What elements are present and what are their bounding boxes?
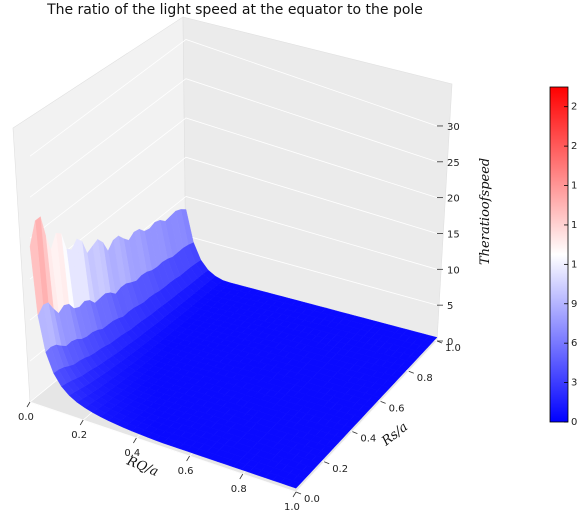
colorbar-tick-label: 9 (571, 299, 577, 310)
colorbar-tick-label: 0 (571, 417, 577, 428)
x-tick-mark (239, 473, 244, 480)
z-tick-label: 20 (447, 194, 460, 205)
z-tick-label: 30 (447, 122, 460, 133)
grid-line (29, 78, 438, 198)
z-tick-label: 10 (447, 265, 460, 276)
surface-facet (29, 220, 44, 316)
y-tick-label: 0.8 (417, 373, 433, 384)
colorbar-ticks: 0 3 6 9 12 15 18 21 24 (564, 102, 577, 428)
colorbar-tick-label: 3 (571, 378, 577, 389)
x-tick-label: 0.8 (231, 484, 247, 495)
y-tick-label: 0.2 (332, 464, 348, 475)
x-axis-label: RQ/a (124, 453, 161, 479)
colorbar-tick-label: 21 (571, 141, 577, 152)
z-axis-ticks: 0 5 10 15 20 25 30 (437, 122, 460, 348)
y-axis-label: Rs/a (378, 420, 411, 450)
y-tick-label: 0.4 (360, 434, 376, 445)
y-tick-mark (295, 491, 302, 495)
y-tick-label: 0.0 (304, 494, 320, 505)
x-tick-mark (26, 401, 31, 408)
x-tick-label: 0.0 (18, 412, 34, 423)
x-tick-label: 0.4 (124, 448, 140, 459)
colorbar (549, 86, 569, 423)
grid-line (29, 401, 297, 493)
z-tick-label: 0 (447, 337, 453, 348)
y-tick-mark (408, 370, 414, 374)
colorbar-tick-label: 15 (571, 220, 577, 231)
y-tick-mark (324, 461, 330, 465)
colorbar-tick-label: 18 (571, 181, 577, 192)
z-tick-label: 25 (447, 158, 460, 169)
y-tick-label: 1.0 (445, 343, 461, 354)
z-axis-label: Theratioofspeed (478, 158, 493, 265)
x-tick-mark (186, 455, 190, 462)
y-tick-mark (352, 431, 358, 434)
x-tick-label: 1.0 (284, 502, 300, 513)
x-axis-ticks: 0.0 0.2 0.4 0.6 0.8 1.0 (18, 401, 300, 513)
x-tick-mark (133, 437, 137, 444)
x-tick-label: 0.2 (71, 430, 87, 441)
chart-title: The ratio of the light speed at the equa… (47, 2, 423, 18)
z-tick-label: 5 (447, 301, 453, 312)
y-tick-mark (436, 340, 443, 344)
x-tick-mark (79, 419, 84, 426)
grid-line (29, 39, 438, 157)
colorbar-tick-label: 12 (571, 259, 577, 270)
y-axis-ticks: 0.0 0.2 0.4 0.6 0.8 1.0 (295, 340, 461, 505)
grid-line (29, 117, 438, 239)
surface (29, 209, 438, 489)
x-tick-mark (292, 491, 297, 498)
grid-line (29, 156, 438, 280)
y-tick-mark (380, 401, 386, 404)
x-tick-label: 0.6 (178, 466, 194, 477)
colorbar-tick-label: 24 (571, 102, 577, 113)
z-tick-label: 15 (447, 229, 460, 240)
y-tick-label: 0.6 (389, 403, 405, 414)
colorbar-tick-label: 6 (571, 338, 577, 349)
grid-line (295, 340, 438, 493)
